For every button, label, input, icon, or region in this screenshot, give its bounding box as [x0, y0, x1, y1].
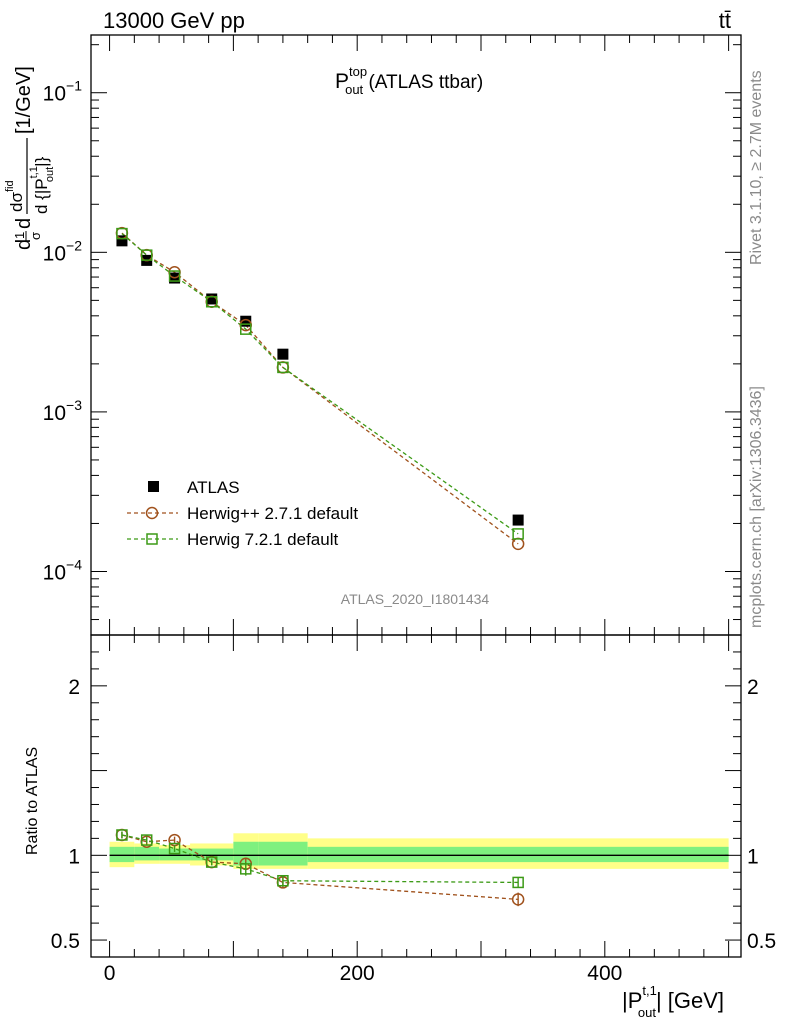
main-point-atlas — [116, 235, 128, 247]
main-point-herwig7 — [240, 323, 252, 335]
main-line-herwigpp — [121, 232, 519, 545]
legend-label-herwig7: Herwig 7.2.1 default — [187, 530, 338, 549]
x-axis-label: |Pt,1 out| [GeV] — [622, 983, 724, 1020]
ratio-band-stat — [307, 846, 729, 863]
main-y-tick-label: 10−1 — [43, 78, 83, 106]
ratio-point-herwig7 — [168, 842, 181, 855]
ratio-band-stat — [109, 846, 135, 863]
main-line-herwig7 — [121, 233, 519, 535]
main-point-herwig7 — [205, 296, 218, 308]
y-axis-label: d 1 σ d dσfid d {|Pt,1 out|} [1/GeV] — [4, 66, 56, 250]
legend-item-herwig7: Herwig 7.2.1 default — [127, 530, 338, 549]
ratio-frame — [90, 634, 742, 958]
svg-text:σ: σ — [28, 232, 43, 240]
ratio-band-stat — [190, 848, 234, 861]
main-point-herwig7 — [116, 227, 128, 240]
main-point-herwig7 — [140, 249, 153, 261]
ratio-band-stat — [258, 841, 308, 866]
ratio-x-tick-label: 400 — [587, 962, 622, 985]
mcplots-label: mcplots.cern.ch [arXiv:1306.3436] — [748, 386, 765, 628]
rivet-label: Rivet 3.1.10, ≥ 2.7M events — [748, 70, 765, 265]
main-point-herwig7 — [168, 270, 181, 282]
svg-text:d: d — [13, 239, 35, 250]
ratio-x-tick-label: 0 — [104, 962, 116, 985]
process-label: tt̄ — [719, 8, 731, 33]
main-point-atlas — [512, 514, 524, 526]
ratio-band-stat — [159, 848, 191, 861]
ratio-axis-label: Ratio to ATLAS — [24, 747, 41, 855]
svg-text:[1/GeV]: [1/GeV] — [13, 66, 35, 134]
legend-label-atlas: ATLAS — [187, 478, 240, 497]
ratio-x-tick-label: 200 — [340, 962, 375, 985]
energy-label: 13000 GeV pp — [103, 8, 245, 33]
main-point-herwig7 — [512, 528, 524, 540]
main-point-atlas — [277, 348, 289, 360]
ratio-point-herwig7 — [512, 876, 524, 889]
legend-item-atlas: ATLAS — [148, 478, 240, 497]
main-y-tick-label: 10−3 — [43, 397, 83, 425]
ratio-point-herwig7 — [277, 874, 289, 887]
main-point-herwig7 — [277, 361, 289, 374]
main-point-atlas — [206, 293, 218, 305]
svg-text:1: 1 — [12, 232, 27, 239]
legend-item-herwigpp: Herwig++ 2.7.1 default — [127, 504, 358, 523]
ratio-band-stat — [233, 841, 259, 866]
main-point-atlas — [240, 315, 252, 327]
ratio-y-tick-label-left: 1 — [68, 845, 80, 868]
ratio-y-tick-label-right: 2 — [747, 676, 759, 699]
ratio-point-herwig7 — [140, 834, 153, 846]
ratio-y-tick-label-right: 0.5 — [747, 930, 776, 953]
legend-label-herwigpp: Herwig++ 2.7.1 default — [187, 504, 358, 523]
legend-marker-atlas — [148, 481, 159, 492]
main-y-tick-label: 10−2 — [43, 237, 83, 265]
legend: ATLAS Herwig++ 2.7.1 default Herwig 7.2.… — [127, 478, 358, 549]
legend-marker-herwigpp — [145, 506, 159, 520]
ratio-point-herwig7 — [116, 829, 128, 841]
ratio-point-herwig7 — [240, 863, 252, 875]
ratio-y-tick-label-left: 2 — [68, 676, 80, 699]
ratio-y-tick-label-left: 0.5 — [51, 930, 80, 953]
plot-title: Ptop out (ATLAS ttbar) — [335, 64, 483, 97]
svg-text:d: d — [13, 218, 35, 229]
ratio-band-stat — [134, 846, 160, 861]
legend-marker-herwig7 — [146, 533, 158, 545]
svg-text:dσfid: dσfid — [4, 180, 26, 212]
main-y-tick-label: 10−4 — [43, 556, 83, 584]
ratio-point-herwig7 — [205, 856, 218, 868]
ratio-point-herwigpp — [511, 893, 525, 906]
analysis-id: ATLAS_2020_I1801434 — [341, 591, 490, 607]
ratio-y-tick-label-right: 1 — [747, 845, 759, 868]
